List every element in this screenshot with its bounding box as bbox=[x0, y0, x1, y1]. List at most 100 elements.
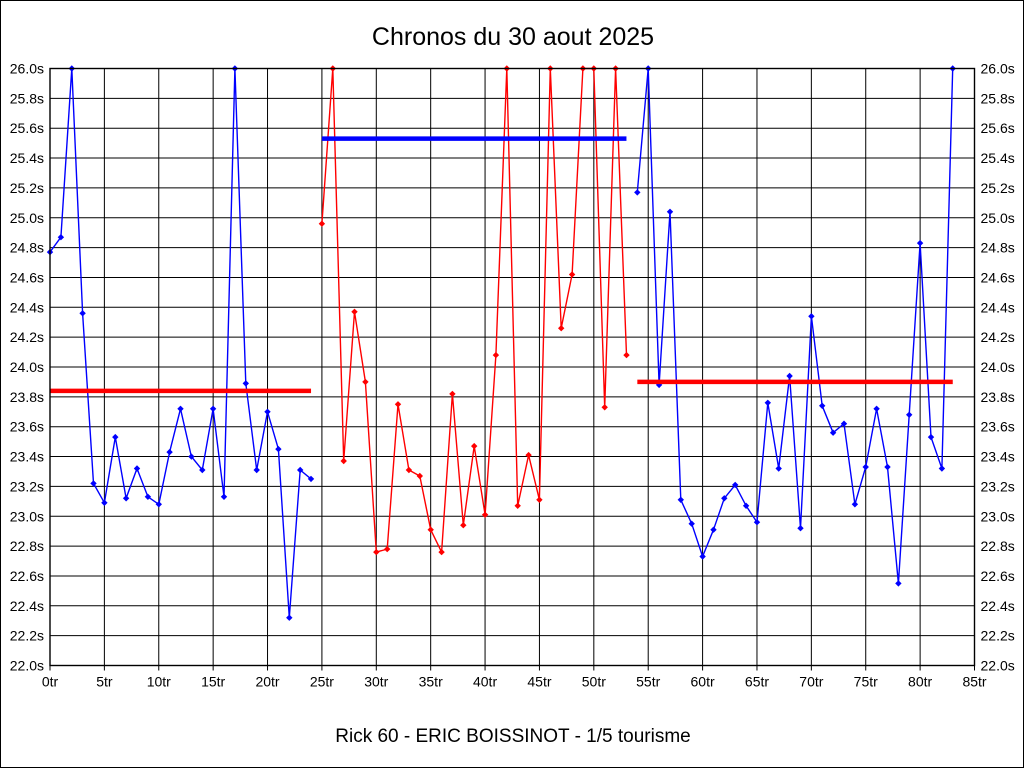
y-tick-label-right: 25.4s bbox=[981, 150, 1015, 166]
y-tick-label-left: 22.8s bbox=[10, 538, 44, 554]
y-tick-label-right: 22.6s bbox=[981, 568, 1015, 584]
y-tick-label-right: 22.4s bbox=[981, 598, 1015, 614]
data-point-marker bbox=[938, 465, 946, 472]
data-point-marker bbox=[851, 501, 859, 508]
data-point-marker bbox=[775, 465, 782, 472]
x-tick-label: 60tr bbox=[691, 674, 715, 690]
plot-border bbox=[49, 67, 976, 667]
data-point-marker bbox=[177, 405, 184, 412]
x-tick-label: 25tr bbox=[310, 674, 334, 690]
y-tick-label-left: 24.0s bbox=[10, 359, 44, 375]
y-tick-label-right: 24.4s bbox=[981, 299, 1015, 315]
data-point-marker bbox=[362, 378, 369, 386]
data-point-marker bbox=[438, 548, 445, 556]
x-tick-label: 80tr bbox=[908, 674, 932, 690]
x-tick-label: 5tr bbox=[96, 674, 113, 690]
data-point-marker bbox=[297, 466, 304, 474]
series-stint-1-blue bbox=[46, 65, 315, 621]
y-tick-label-left: 25.0s bbox=[10, 210, 44, 226]
data-point-marker bbox=[481, 511, 489, 518]
x-tick-label: 55tr bbox=[636, 674, 660, 690]
x-tick-label: 15tr bbox=[201, 674, 225, 690]
data-point-marker bbox=[112, 433, 119, 441]
chart-footer: Rick 60 - ERIC BOISSINOT - 1/5 tourisme bbox=[335, 726, 690, 747]
data-point-marker bbox=[57, 234, 65, 241]
data-point-marker bbox=[351, 308, 358, 315]
data-point-marker bbox=[220, 493, 228, 500]
x-tick-label: 0tr bbox=[42, 674, 59, 690]
data-point-marker bbox=[394, 401, 402, 408]
y-tick-label-left: 23.8s bbox=[10, 389, 44, 405]
y-tick-label-left: 24.2s bbox=[10, 329, 44, 345]
average-lines bbox=[50, 136, 953, 394]
y-tick-label-right: 25.6s bbox=[981, 120, 1015, 136]
x-tick-label: 70tr bbox=[799, 674, 823, 690]
x-tick-label: 50tr bbox=[582, 674, 606, 690]
x-tick-label: 30tr bbox=[364, 674, 388, 690]
y-tick-label-right: 24.2s bbox=[981, 329, 1015, 345]
data-point-marker bbox=[808, 313, 815, 320]
x-tick-label: 20tr bbox=[255, 674, 279, 690]
data-point-marker bbox=[732, 481, 739, 489]
y-tick-label-right: 22.8s bbox=[981, 538, 1015, 554]
y-tick-label-right: 22.0s bbox=[981, 658, 1015, 674]
data-point-marker bbox=[797, 525, 804, 532]
y-tick-label-right: 24.6s bbox=[981, 269, 1015, 285]
data-point-marker bbox=[753, 519, 761, 526]
y-tick-label-left: 23.2s bbox=[10, 478, 44, 494]
series-line bbox=[49, 67, 312, 619]
data-point-marker bbox=[90, 480, 97, 487]
series-line bbox=[321, 67, 628, 553]
data-point-marker bbox=[884, 463, 891, 471]
data-point-marker bbox=[819, 402, 826, 409]
data-point-marker bbox=[188, 453, 195, 460]
data-point-marker bbox=[601, 404, 608, 411]
axes-and-ticks bbox=[49, 67, 976, 671]
y-tick-label-left: 24.4s bbox=[10, 299, 44, 315]
data-point-marker bbox=[536, 496, 543, 503]
data-point-marker bbox=[199, 466, 206, 474]
y-tick-label-right: 26.0s bbox=[981, 61, 1015, 77]
data-point-marker bbox=[209, 405, 217, 412]
series-stint-2-red bbox=[318, 65, 630, 556]
x-tick-label: 75tr bbox=[854, 674, 878, 690]
data-point-marker bbox=[275, 445, 282, 453]
data-point-marker bbox=[558, 325, 565, 332]
data-point-marker bbox=[623, 351, 630, 359]
data-point-marker bbox=[492, 351, 500, 359]
data-point-marker bbox=[916, 239, 924, 247]
data-point-marker bbox=[384, 545, 391, 553]
y-tick-label-left: 26.0s bbox=[10, 61, 44, 77]
data-point-marker bbox=[634, 189, 641, 196]
data-point-marker bbox=[862, 463, 869, 471]
y-tick-label-right: 22.2s bbox=[981, 628, 1015, 644]
series-stint-3-blue bbox=[634, 65, 956, 587]
y-tick-label-left: 23.0s bbox=[10, 508, 44, 524]
data-point-marker bbox=[742, 502, 750, 509]
y-tick-label-right: 25.2s bbox=[981, 180, 1015, 196]
y-tick-label-right: 23.2s bbox=[981, 478, 1015, 494]
data-point-marker bbox=[416, 472, 423, 480]
data-point-marker bbox=[144, 493, 152, 500]
y-tick-label-left: 24.8s bbox=[10, 240, 44, 256]
x-tick-label: 85tr bbox=[962, 674, 986, 690]
x-tick-label: 40tr bbox=[473, 674, 497, 690]
y-tick-label-right: 23.8s bbox=[981, 389, 1015, 405]
data-point-marker bbox=[122, 495, 130, 502]
data-point-marker bbox=[318, 220, 326, 227]
y-tick-label-right: 24.8s bbox=[981, 240, 1015, 256]
data-point-marker bbox=[927, 433, 935, 441]
y-tick-label-left: 22.6s bbox=[10, 568, 44, 584]
data-point-marker bbox=[155, 501, 162, 508]
data-point-marker bbox=[264, 408, 271, 415]
chart-title: Chronos du 30 aout 2025 bbox=[372, 23, 654, 51]
y-tick-label-right: 25.8s bbox=[981, 90, 1015, 106]
data-point-marker bbox=[786, 372, 793, 380]
y-tick-label-left: 22.0s bbox=[10, 658, 44, 674]
y-tick-label-left: 25.4s bbox=[10, 150, 44, 166]
data-point-marker bbox=[666, 208, 674, 215]
data-point-marker bbox=[688, 520, 695, 527]
data-point-marker bbox=[79, 310, 86, 317]
y-tick-label-right: 23.6s bbox=[981, 419, 1015, 435]
data-point-marker bbox=[340, 457, 347, 465]
